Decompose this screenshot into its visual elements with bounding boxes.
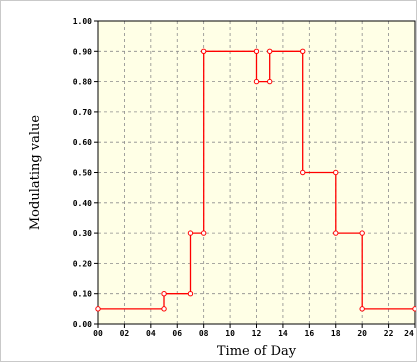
y-tick-label: 0.90 <box>73 47 92 56</box>
data-point <box>253 78 260 85</box>
y-tick-label: 0.20 <box>73 259 92 268</box>
data-point <box>359 230 365 236</box>
x-tick-label: 14 <box>278 329 288 338</box>
data-point <box>200 230 207 236</box>
y-tick-label: 0.60 <box>73 138 92 147</box>
plot-border <box>97 20 416 325</box>
series-line <box>98 50 415 310</box>
x-axis-label: Time of Day <box>217 344 297 359</box>
x-tick-label: 18 <box>331 329 341 338</box>
x-tick-label: 00 <box>93 329 103 338</box>
data-point <box>161 306 167 312</box>
x-tick-label: 20 <box>357 329 367 338</box>
y-tick-label: 0.70 <box>73 108 92 117</box>
x-tick-label: 24 <box>404 329 414 338</box>
data-point <box>95 306 101 312</box>
data-point <box>267 78 273 85</box>
y-tick-label: 0.80 <box>73 78 92 87</box>
data-point <box>253 48 260 54</box>
data-point <box>200 48 207 54</box>
x-tick-label: 02 <box>120 329 130 338</box>
data-point <box>161 291 167 297</box>
x-tick-label: 06 <box>172 329 182 338</box>
axes <box>94 20 416 328</box>
y-tick-label: 0.50 <box>73 169 92 178</box>
data-point <box>300 48 306 54</box>
x-tick-label: 10 <box>225 329 235 338</box>
y-axis-label: Modulating value <box>28 115 43 231</box>
x-tick-label: 12 <box>252 329 262 338</box>
data-point <box>187 291 194 297</box>
data-point <box>300 169 306 176</box>
data-point <box>333 169 339 176</box>
x-tick-label: 04 <box>146 329 156 338</box>
data-point <box>187 230 194 236</box>
tick-labels: 0.00 0.10 0.20 0.30 0.40 0.50 0.60 0.70 0.80 0.90… <box>73 17 414 338</box>
data-point <box>359 306 365 312</box>
x-tick-label: 16 <box>305 329 315 338</box>
data-point <box>412 306 416 312</box>
y-tick-label: 0.40 <box>73 199 92 208</box>
series-group <box>95 48 416 312</box>
y-tick-label: 0.00 <box>73 320 92 329</box>
y-tick-label: 0.10 <box>73 290 92 299</box>
data-point <box>333 230 339 236</box>
y-tick-label: 0.30 <box>73 229 92 238</box>
y-tick-label: 1.00 <box>73 17 92 26</box>
data-point <box>267 48 273 54</box>
x-tick-label: 22 <box>384 329 394 338</box>
x-tick-label: 08 <box>199 329 209 338</box>
